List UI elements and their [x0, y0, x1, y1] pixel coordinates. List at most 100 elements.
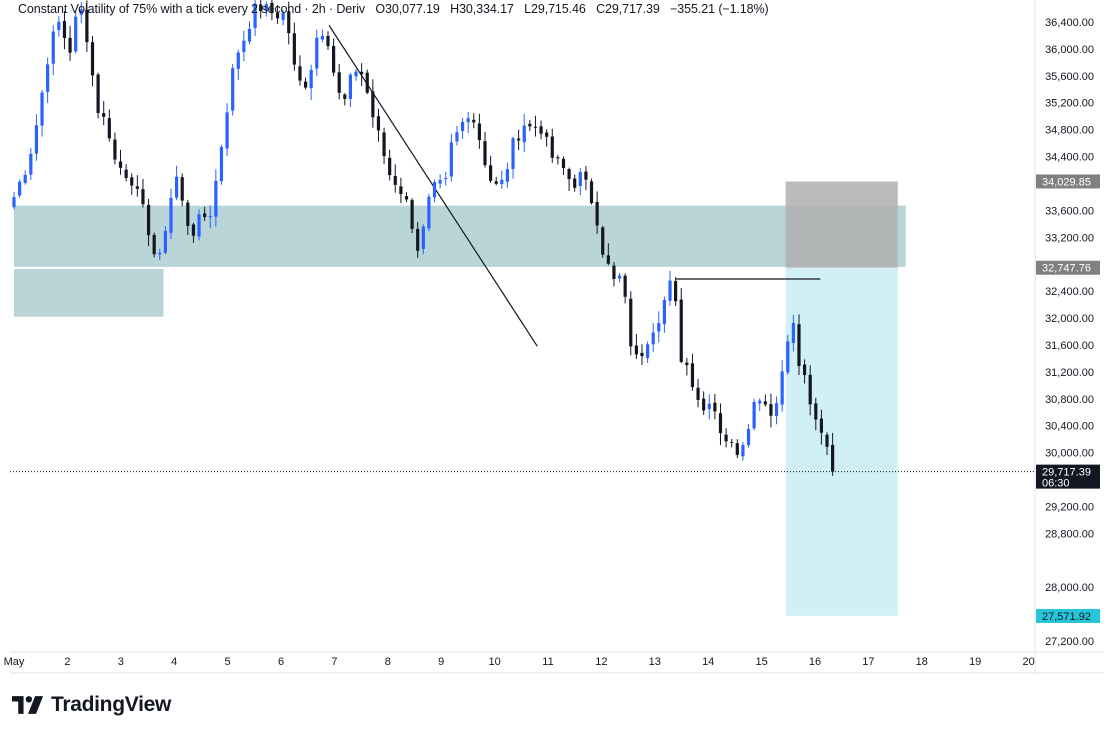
candle-body [545, 132, 549, 137]
tradingview-logo[interactable]: TradingView [12, 692, 171, 718]
candle-body [477, 123, 481, 140]
candle-body [203, 213, 207, 218]
x-tick-label: 4 [171, 656, 177, 668]
x-tick-label: 15 [755, 656, 767, 668]
tradingview-logo-icon [12, 696, 44, 714]
candle-body [158, 252, 162, 255]
candle-body [573, 178, 577, 188]
candle-body [533, 126, 538, 128]
candle-body [326, 35, 330, 47]
candle-body [410, 200, 414, 229]
candle-body [219, 146, 224, 182]
candle-body [292, 33, 296, 65]
x-tick-label: 5 [225, 656, 231, 668]
candle-body [130, 177, 134, 186]
candle-body [152, 234, 156, 255]
entry-level-label: 32,747.76 [1042, 263, 1091, 275]
ohlc-close: C29,717.39 [596, 2, 660, 16]
chart-area[interactable]: 36,400.00 36,000.00 35,600.00 35,200.00 34,8… [0, 0, 1114, 680]
candle-body [275, 13, 280, 19]
y-tick-label: 33,600.00 [1045, 205, 1094, 217]
candle-body [253, 3, 257, 29]
candle-body [376, 116, 381, 131]
candle-body [18, 181, 22, 196]
candle-body [617, 275, 622, 279]
y-tick-label: 35,600.00 [1045, 71, 1094, 83]
candle-body [668, 280, 672, 301]
candle-body [466, 118, 470, 123]
candle-body [68, 37, 72, 53]
candle-body [802, 364, 807, 376]
x-tick-label: 17 [862, 656, 874, 668]
candle-body [388, 157, 392, 176]
x-tick-label: 18 [916, 656, 928, 668]
zone-rect-1[interactable] [14, 268, 164, 317]
candle-body [746, 429, 751, 446]
ohlc-open: O30,077.19 [375, 2, 440, 16]
zone-rect-0[interactable] [14, 205, 906, 267]
candle-body [786, 341, 790, 373]
x-tick-label: 19 [969, 656, 981, 668]
candle-body [797, 324, 801, 366]
candle-body [752, 401, 756, 429]
y-tick-label: 34,800.00 [1045, 125, 1094, 137]
y-tick-label: 33,200.00 [1045, 232, 1094, 244]
candle-body [427, 196, 431, 229]
candle-body [191, 224, 196, 236]
candle-body [831, 444, 835, 472]
candle-body [606, 255, 610, 264]
candle-body [814, 403, 818, 420]
candle-body [169, 197, 173, 233]
x-tick-label: 16 [809, 656, 821, 668]
candle-body [735, 443, 739, 455]
candle-body [298, 66, 302, 81]
y-tick-label: 35,200.00 [1045, 98, 1094, 110]
candle-body [449, 142, 453, 177]
y-tick-label: 36,000.00 [1045, 44, 1094, 56]
y-tick-label: 34,400.00 [1045, 152, 1094, 164]
candle-body [197, 214, 201, 237]
candle-body [320, 35, 324, 40]
stop-zone[interactable] [785, 181, 898, 268]
x-tick-label: 8 [385, 656, 391, 668]
candle-body [354, 71, 358, 77]
candle-body [539, 126, 543, 134]
candlestick-chart[interactable]: 36,400.00 36,000.00 35,600.00 35,200.00 34,8… [0, 0, 1114, 680]
candle-body [741, 445, 745, 457]
candle-body [819, 418, 824, 433]
ohlc-low: L29,715.46 [524, 2, 586, 16]
candle-body [455, 132, 459, 142]
candle-body [259, 4, 263, 12]
candle-body [124, 169, 128, 178]
candle-body [825, 434, 829, 447]
candle-body [416, 228, 420, 251]
candle-body [225, 112, 229, 149]
candle-body [612, 265, 616, 279]
last-price-badge [1036, 464, 1100, 489]
candle-body [51, 31, 55, 64]
candle-body [135, 186, 139, 189]
candle-body [651, 332, 655, 345]
candle-body [589, 181, 594, 204]
target-zone[interactable] [785, 267, 898, 616]
symbol-title: Constant Volatility of 75% with a tick e… [18, 2, 366, 16]
candle-body [96, 74, 100, 113]
candle-body [270, 2, 274, 14]
candle-body [360, 71, 364, 75]
candle-body [679, 299, 683, 362]
candle-body [444, 178, 448, 180]
candle-body [696, 387, 700, 400]
candle-body [623, 275, 627, 297]
candle-body [141, 189, 145, 205]
y-tick-label: 27,200.00 [1045, 636, 1094, 648]
candle-body [90, 42, 95, 76]
x-tick-label: 11 [542, 656, 553, 668]
brand-name: TradingView [51, 693, 172, 716]
candle-body [584, 171, 588, 180]
y-tick-label: 29,200.00 [1045, 501, 1094, 513]
candle-body [231, 68, 235, 111]
chart-legend: Constant Volatility of 75% with a tick e… [18, 2, 776, 16]
x-tick-label: May [4, 656, 25, 668]
candle-body [640, 352, 644, 357]
candle-body [57, 21, 61, 30]
